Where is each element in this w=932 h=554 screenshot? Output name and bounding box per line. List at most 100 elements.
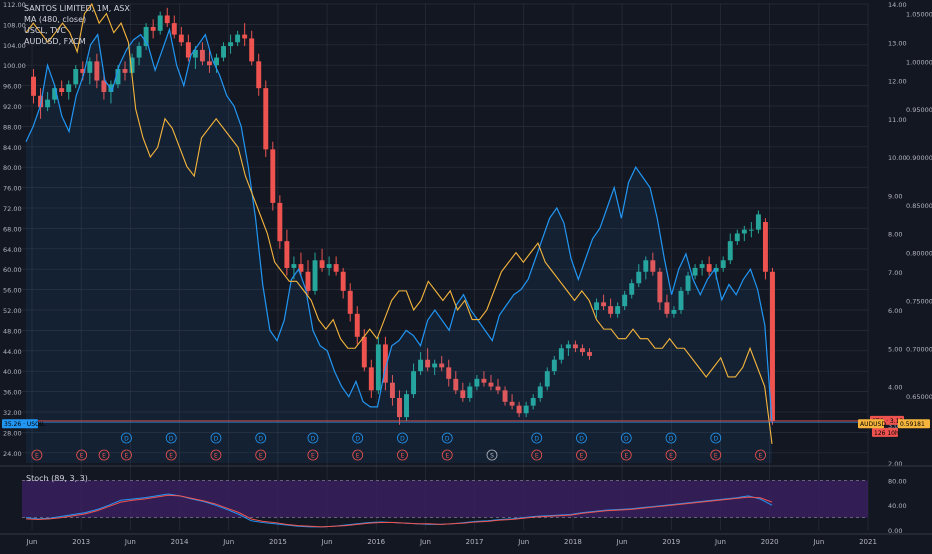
earnings-marker[interactable] <box>486 449 498 461</box>
price-tag <box>858 419 884 429</box>
dividend-marker-label: D <box>669 436 674 443</box>
earnings-marker[interactable] <box>710 449 722 461</box>
dividend-marker[interactable] <box>255 432 267 444</box>
left-axis-tick: 100.00 <box>3 62 26 70</box>
dividend-marker-label: D <box>624 436 629 443</box>
earnings-marker[interactable] <box>31 449 43 461</box>
dividend-marker[interactable] <box>397 432 408 444</box>
left-axis-tick: 68.00 <box>3 225 22 233</box>
x-axis-tick: 2015 <box>269 538 287 546</box>
dividend-marker[interactable] <box>165 432 177 444</box>
left-axis-tick: 28.00 <box>3 429 22 437</box>
earnings-marker[interactable] <box>755 449 766 461</box>
earnings-marker-label: E <box>169 453 173 460</box>
candle <box>622 294 628 307</box>
earnings-marker-label: E <box>311 453 315 460</box>
right-axis-tick: 4.00 <box>888 384 902 392</box>
x-axis-tick: Jun <box>517 538 529 546</box>
dividend-marker[interactable] <box>710 432 722 444</box>
dividend-marker[interactable] <box>576 432 587 444</box>
earnings-marker-label: E <box>669 453 673 460</box>
right-axis-tick: 9.00 <box>888 192 902 200</box>
candle <box>565 344 571 349</box>
x-axis-tick: Jun <box>812 538 824 546</box>
right-axis-tick: 7.00 <box>888 269 902 277</box>
candle <box>389 382 395 398</box>
candle <box>143 26 149 47</box>
dividend-marker-label: D <box>579 436 584 443</box>
far-right-axis-tick: 1.05000 <box>906 11 932 19</box>
left-axis-tick: 56.00 <box>3 287 22 295</box>
candle <box>755 214 761 230</box>
left-axis-tick: 32.00 <box>3 409 22 417</box>
candle <box>692 267 698 276</box>
candle <box>664 302 670 314</box>
dividend-marker[interactable] <box>210 432 222 444</box>
dividend-marker[interactable] <box>307 432 319 444</box>
candle <box>312 260 318 291</box>
earnings-marker[interactable] <box>121 449 132 461</box>
candle <box>587 352 592 356</box>
candle <box>115 69 121 85</box>
candle <box>326 264 332 268</box>
candle <box>720 260 726 268</box>
candle <box>551 359 557 372</box>
dividend-marker[interactable] <box>441 432 453 444</box>
candle <box>129 57 135 73</box>
candle <box>509 401 515 406</box>
x-axis-tick: 2016 <box>367 538 385 546</box>
earnings-marker[interactable] <box>76 449 88 461</box>
earnings-marker[interactable] <box>352 449 364 461</box>
dividend-marker-label: D <box>355 436 360 443</box>
candle <box>537 386 543 398</box>
earnings-marker[interactable] <box>255 449 267 461</box>
candle <box>488 382 494 387</box>
x-axis-tick: Jun <box>26 538 38 546</box>
earnings-marker-label: E <box>35 453 39 460</box>
candle <box>594 302 600 310</box>
left-axis-tick: 24.00 <box>3 450 22 458</box>
earnings-marker[interactable] <box>531 449 543 461</box>
price-tag <box>2 419 38 429</box>
candle <box>544 371 550 387</box>
earnings-marker[interactable] <box>210 449 222 461</box>
dividend-marker[interactable] <box>121 432 132 444</box>
uscl-line <box>25 27 773 423</box>
candle <box>770 271 775 421</box>
stoch-axis-tick: 40.00 <box>888 502 907 510</box>
candle <box>460 390 466 398</box>
left-axis-tick: 108.00 <box>3 21 26 29</box>
candle <box>206 61 212 66</box>
earnings-marker[interactable] <box>397 449 408 461</box>
candle <box>340 271 346 291</box>
dividend-marker[interactable] <box>352 432 364 444</box>
earnings-marker[interactable] <box>165 449 177 461</box>
candle <box>94 61 100 81</box>
dividend-marker-label: D <box>713 436 718 443</box>
left-axis-tick: 52.00 <box>3 307 22 315</box>
left-axis-tick: 48.00 <box>3 327 22 335</box>
candle <box>608 306 614 314</box>
legend-audusd: AUDUSD, FXCM <box>24 37 86 46</box>
candle <box>178 34 184 43</box>
candle <box>87 61 93 73</box>
earnings-marker[interactable] <box>441 449 453 461</box>
x-axis-tick: Jun <box>616 538 628 546</box>
candle <box>432 363 438 368</box>
candle <box>502 390 508 402</box>
earnings-marker[interactable] <box>307 449 319 461</box>
earnings-marker[interactable] <box>98 449 110 461</box>
left-axis-tick: 96.00 <box>3 83 22 91</box>
dividend-marker[interactable] <box>620 432 632 444</box>
earnings-marker[interactable] <box>576 449 587 461</box>
candle <box>277 202 283 242</box>
dividend-marker[interactable] <box>531 432 543 444</box>
far-right-axis-tick: 0.80000 <box>906 250 932 258</box>
earnings-marker[interactable] <box>665 449 677 461</box>
candle <box>741 229 747 234</box>
x-axis-tick: Jun <box>714 538 726 546</box>
earnings-marker[interactable] <box>620 449 632 461</box>
left-axis-tick: 76.00 <box>3 185 22 193</box>
dividend-marker[interactable] <box>665 432 677 444</box>
